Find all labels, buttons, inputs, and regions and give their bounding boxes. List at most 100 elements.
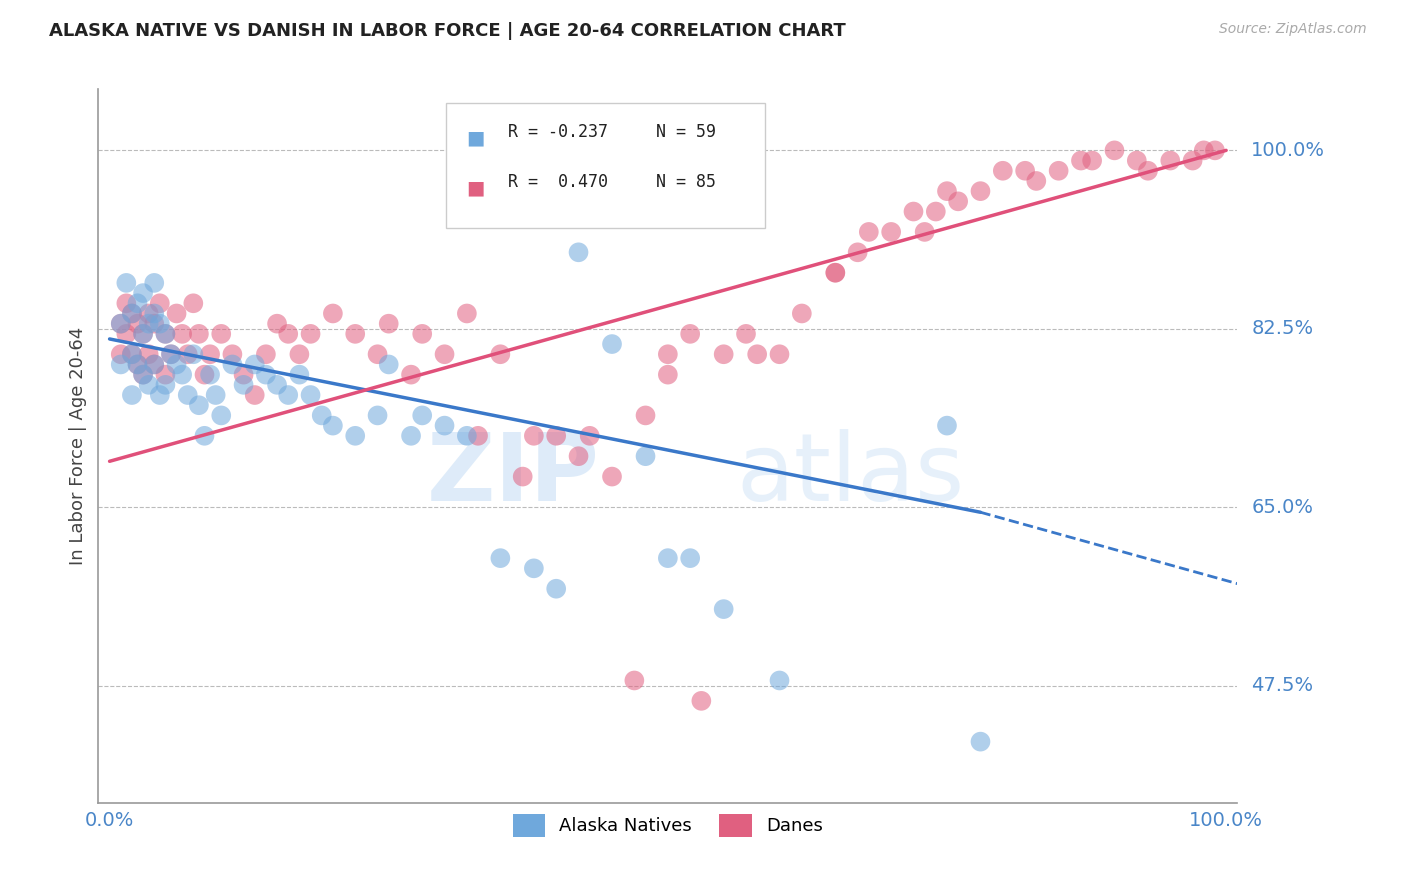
Point — [138, 317, 160, 331]
Text: ZIP: ZIP — [426, 428, 599, 521]
Point — [127, 358, 149, 372]
Point — [172, 368, 194, 382]
Point — [991, 163, 1014, 178]
Point — [903, 204, 925, 219]
Point — [138, 377, 160, 392]
Point — [299, 326, 322, 341]
Point — [193, 368, 215, 382]
Point — [232, 368, 254, 382]
Text: 65.0%: 65.0% — [1251, 498, 1313, 516]
Point — [193, 429, 215, 443]
Point — [187, 326, 209, 341]
Point — [768, 347, 790, 361]
Point — [138, 347, 160, 361]
Point — [143, 317, 166, 331]
Point — [198, 368, 221, 382]
Point — [433, 418, 456, 433]
Text: 47.5%: 47.5% — [1251, 676, 1313, 695]
Point — [143, 358, 166, 372]
Point — [121, 347, 143, 361]
Point — [288, 368, 311, 382]
Text: N = 59: N = 59 — [657, 123, 717, 142]
Point — [600, 469, 623, 483]
Point — [132, 368, 155, 382]
Point — [489, 347, 512, 361]
Point — [456, 306, 478, 320]
Point — [121, 306, 143, 320]
Point — [399, 429, 422, 443]
Point — [344, 429, 367, 443]
Point — [946, 194, 969, 209]
Point — [288, 347, 311, 361]
Point — [936, 418, 959, 433]
Point — [166, 358, 188, 372]
Point — [110, 358, 132, 372]
Point — [166, 306, 188, 320]
Point — [121, 388, 143, 402]
Point — [266, 317, 288, 331]
Point — [657, 347, 679, 361]
Point — [925, 204, 948, 219]
Point — [254, 347, 277, 361]
Point — [143, 306, 166, 320]
Point — [969, 184, 991, 198]
Point — [198, 347, 221, 361]
Point — [110, 347, 132, 361]
Point — [121, 306, 143, 320]
Point — [344, 326, 367, 341]
Point — [411, 326, 433, 341]
Point — [1070, 153, 1092, 168]
Text: 100.0%: 100.0% — [1251, 141, 1326, 160]
Point — [266, 377, 288, 392]
Point — [132, 368, 155, 382]
Point — [311, 409, 333, 423]
Point — [149, 296, 172, 310]
Point — [322, 306, 344, 320]
Point — [115, 326, 138, 341]
Text: Source: ZipAtlas.com: Source: ZipAtlas.com — [1219, 22, 1367, 37]
Point — [657, 368, 679, 382]
Point — [377, 358, 399, 372]
Point — [367, 409, 389, 423]
Point — [690, 694, 713, 708]
Point — [277, 326, 299, 341]
Point — [411, 409, 433, 423]
Point — [456, 429, 478, 443]
Point — [232, 377, 254, 392]
Point — [1014, 163, 1036, 178]
Point — [936, 184, 959, 198]
Point — [467, 429, 489, 443]
Text: 82.5%: 82.5% — [1251, 319, 1313, 338]
Point — [679, 326, 702, 341]
Point — [254, 368, 277, 382]
Point — [115, 276, 138, 290]
Point — [567, 449, 589, 463]
Text: atlas: atlas — [737, 428, 965, 521]
Point — [149, 388, 172, 402]
Point — [969, 734, 991, 748]
Point — [567, 245, 589, 260]
Text: ■: ■ — [467, 178, 485, 197]
Point — [299, 388, 322, 402]
Point — [132, 326, 155, 341]
Point — [183, 296, 205, 310]
Point — [110, 317, 132, 331]
Point — [155, 368, 177, 382]
Point — [1181, 153, 1204, 168]
Point — [578, 429, 600, 443]
Point — [187, 398, 209, 412]
Legend: Alaska Natives, Danes: Alaska Natives, Danes — [505, 807, 831, 844]
Point — [914, 225, 936, 239]
Text: R =  0.470: R = 0.470 — [509, 173, 609, 192]
Point — [155, 326, 177, 341]
Point — [177, 347, 200, 361]
Point — [1159, 153, 1181, 168]
Point — [399, 368, 422, 382]
Point — [115, 296, 138, 310]
Text: ■: ■ — [467, 128, 485, 147]
Point — [1136, 163, 1159, 178]
Point — [243, 358, 266, 372]
Point — [735, 326, 758, 341]
Point — [1204, 144, 1226, 158]
Point — [127, 296, 149, 310]
